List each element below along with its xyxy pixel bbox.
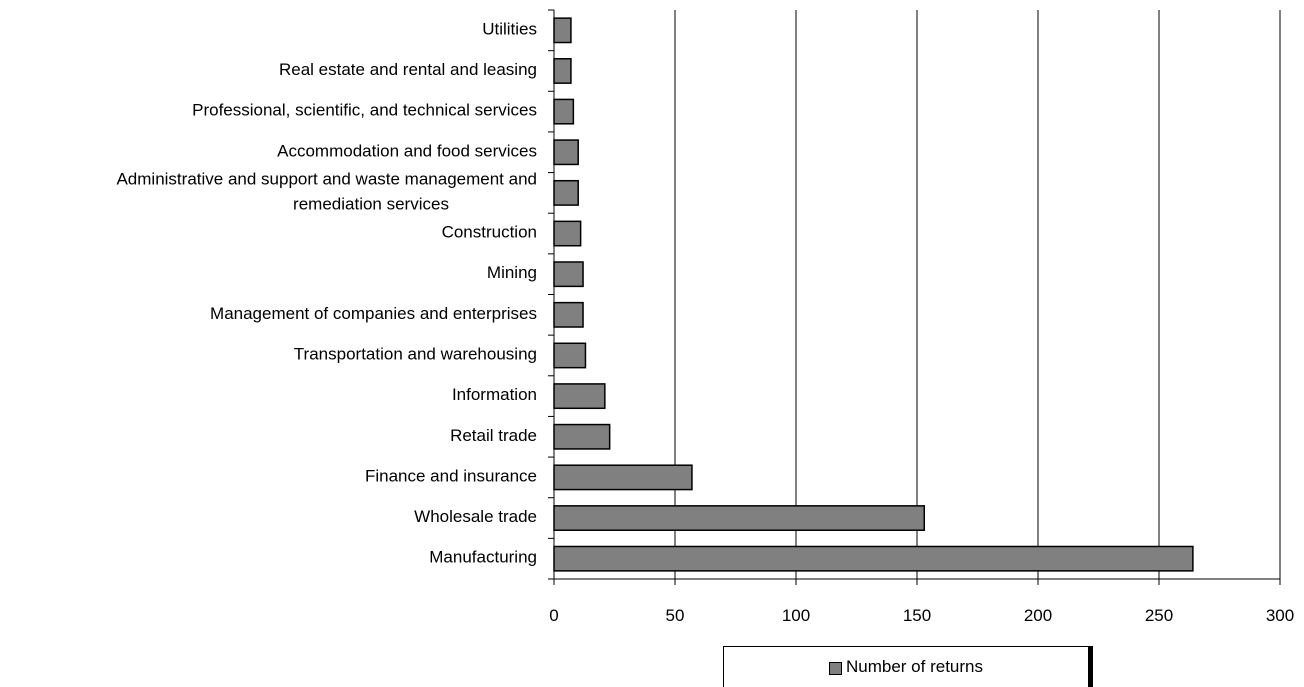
category-label: Manufacturing	[429, 548, 537, 567]
bar	[553, 464, 693, 491]
category-label: Retail trade	[450, 426, 537, 445]
x-tick-label: 150	[903, 606, 931, 625]
category-labels: Utilities Real estate and rental and leas…	[116, 19, 537, 566]
bar	[553, 17, 572, 44]
bar	[553, 342, 587, 369]
bar	[553, 139, 579, 166]
category-label: Accommodation and food services	[277, 141, 537, 160]
x-tick-label: 300	[1266, 606, 1294, 625]
category-label: Real estate and rental and leasing	[279, 60, 537, 79]
category-label: Professional, scientific, and technical …	[192, 101, 537, 120]
bar	[553, 220, 582, 247]
x-tick-label: 250	[1145, 606, 1173, 625]
x-tick-label: 50	[666, 606, 685, 625]
bar-series	[553, 17, 1194, 572]
bar	[553, 505, 926, 531]
bar	[553, 301, 584, 328]
bar	[553, 545, 1194, 572]
bar	[553, 179, 579, 206]
bar	[553, 383, 606, 410]
x-tick-labels: 0 50 100 150 200 250 300	[549, 606, 1294, 625]
category-label: Mining	[487, 263, 537, 282]
bar	[553, 261, 584, 288]
bar	[553, 98, 575, 125]
gridlines	[674, 10, 1281, 579]
category-label: Administrative and support and waste man…	[116, 169, 537, 188]
category-label: Transportation and warehousing	[294, 344, 537, 363]
bar	[553, 423, 611, 450]
category-label: Management of companies and enterprises	[210, 304, 537, 323]
category-label: Information	[452, 385, 537, 404]
category-label: Wholesale trade	[414, 507, 537, 526]
x-tick-label: 100	[782, 606, 810, 625]
x-tick-label: 0	[549, 606, 558, 625]
axis	[548, 9, 1281, 585]
legend-swatch	[829, 661, 842, 675]
x-tick-label: 200	[1024, 606, 1052, 625]
legend: Number of returns	[723, 646, 1089, 687]
category-label: remediation services	[293, 194, 449, 213]
bar	[553, 58, 572, 84]
category-label: Construction	[442, 223, 537, 242]
category-label: Finance and insurance	[365, 466, 537, 485]
category-label: Utilities	[482, 19, 537, 38]
legend-label: Number of returns	[846, 657, 983, 676]
